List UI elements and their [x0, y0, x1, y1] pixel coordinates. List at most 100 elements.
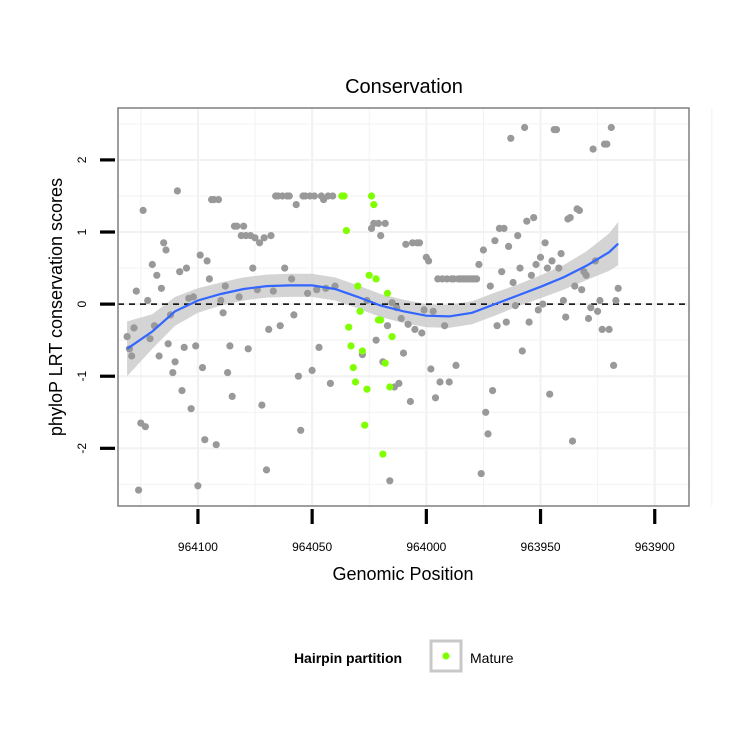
- data-point-other: [235, 293, 243, 301]
- data-point-other: [518, 347, 526, 355]
- data-point-other: [180, 343, 188, 351]
- data-point-other: [582, 271, 590, 279]
- data-point-other: [477, 470, 485, 478]
- points-mature: [338, 192, 396, 458]
- data-point-mature: [361, 421, 369, 429]
- data-point-other: [153, 271, 161, 279]
- data-point-other: [187, 405, 195, 413]
- data-point-other: [132, 287, 140, 295]
- data-point-other: [562, 313, 570, 321]
- data-point-other: [260, 234, 268, 242]
- data-point-other: [395, 379, 403, 387]
- data-point-other: [484, 430, 492, 438]
- x-tick-label: 963950: [521, 540, 561, 554]
- data-point-other: [418, 329, 426, 337]
- data-point-other: [201, 436, 209, 444]
- data-point-other: [589, 145, 597, 153]
- data-point-other: [548, 257, 556, 265]
- data-point-mature: [354, 282, 362, 290]
- data-point-other: [146, 335, 154, 343]
- data-point-other: [173, 187, 181, 195]
- x-tick-label: 964100: [178, 540, 218, 554]
- data-point-other: [249, 264, 257, 272]
- data-point-other: [155, 352, 163, 360]
- points-other: [123, 123, 622, 494]
- data-point-other: [598, 325, 606, 333]
- data-point-other: [160, 239, 168, 247]
- data-point-other: [607, 123, 615, 132]
- data-point-other: [189, 293, 197, 301]
- data-point-other: [552, 126, 561, 134]
- data-point-mature: [358, 347, 366, 355]
- data-point-other: [224, 369, 232, 377]
- data-point-other: [374, 219, 382, 227]
- data-point-other: [516, 264, 524, 272]
- data-point-other: [502, 318, 510, 326]
- data-point-other: [534, 306, 542, 314]
- y-tick-label: 0: [75, 300, 89, 307]
- data-point-other: [377, 232, 385, 240]
- data-point-other: [285, 192, 293, 200]
- data-point-mature: [340, 192, 348, 200]
- panel-border: [117, 107, 690, 507]
- data-point-other: [482, 408, 490, 416]
- data-point-mature: [383, 289, 392, 297]
- data-point-mature: [370, 201, 378, 209]
- data-point-mature: [347, 342, 355, 350]
- data-point-other: [429, 307, 437, 315]
- x-tick-label: 963900: [635, 540, 675, 554]
- data-point-other: [473, 275, 481, 283]
- smooth-line: [126, 242, 619, 350]
- data-point-other: [176, 268, 184, 276]
- data-point-other: [536, 253, 545, 261]
- legend-entry-mature: Mature: [470, 650, 514, 666]
- data-point-other: [217, 296, 225, 305]
- x-tick-label: 964000: [406, 540, 446, 554]
- data-point-other: [233, 222, 241, 230]
- data-point-other: [402, 240, 410, 248]
- data-point-other: [486, 282, 494, 290]
- data-point-other: [267, 232, 275, 240]
- data-point-other: [198, 364, 207, 372]
- data-point-other: [415, 239, 424, 247]
- legend: Hairpin partition Mature: [294, 639, 514, 673]
- data-point-other: [304, 289, 312, 297]
- data-point-other: [182, 264, 191, 272]
- data-point-other: [511, 302, 519, 310]
- data-point-other: [399, 349, 408, 357]
- data-point-other: [308, 366, 316, 374]
- data-point-other: [205, 275, 213, 283]
- data-point-other: [212, 441, 220, 449]
- data-point-other: [130, 324, 138, 332]
- data-point-other: [530, 214, 538, 222]
- data-point-other: [587, 304, 595, 312]
- plot-panel: [117, 107, 713, 507]
- y-tick-label: 2: [75, 156, 89, 163]
- data-point-other: [388, 299, 396, 307]
- confidence-ribbon: [127, 221, 619, 377]
- data-point-other: [294, 372, 302, 380]
- data-point-mature: [365, 271, 373, 279]
- data-point-other: [194, 482, 202, 490]
- data-point-other: [288, 275, 296, 283]
- data-point-other: [162, 246, 170, 254]
- smooth-line-layer: [126, 242, 619, 350]
- y-tick-label: -1: [75, 371, 89, 382]
- data-point-other: [411, 325, 419, 333]
- data-point-other: [135, 486, 143, 494]
- data-point-other: [575, 206, 584, 214]
- data-point-other: [452, 361, 460, 369]
- data-point-other: [612, 296, 620, 305]
- data-point-other: [514, 232, 522, 240]
- data-point-mature: [372, 275, 380, 283]
- data-point-other: [557, 250, 565, 258]
- data-point-other: [568, 437, 577, 445]
- legend-key-mature-dot: [442, 652, 450, 660]
- data-point-other: [525, 318, 533, 326]
- data-point-mature: [388, 333, 396, 341]
- data-point-other: [178, 387, 186, 395]
- data-point-other: [436, 378, 444, 386]
- data-point-other: [203, 257, 211, 265]
- data-point-other: [527, 271, 536, 279]
